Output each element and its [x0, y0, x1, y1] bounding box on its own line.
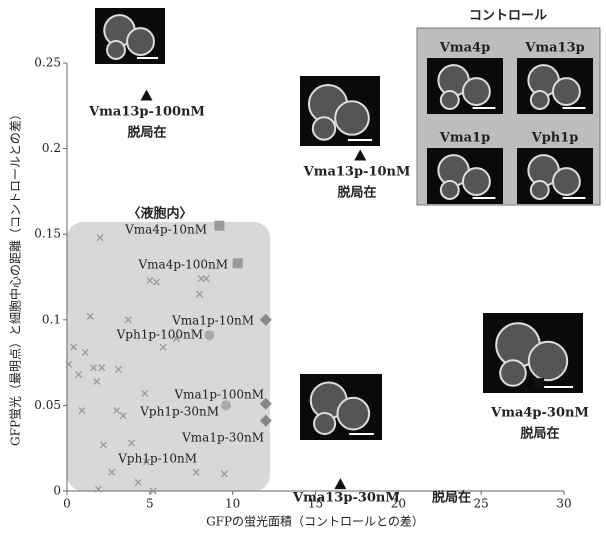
y-axis-label: GFP蛍光（最明点）と細胞中心の距離（コントロールとの差）	[8, 108, 23, 446]
point	[214, 221, 224, 231]
cell	[441, 181, 459, 199]
point-note: 脱局在	[337, 185, 376, 201]
cell	[314, 413, 335, 434]
cell	[531, 181, 549, 199]
point-label: Vma13p-30nM	[292, 491, 400, 506]
point	[233, 258, 243, 268]
point	[334, 478, 346, 489]
cell	[335, 101, 369, 135]
point-note: 脱局在	[520, 426, 559, 442]
point-label: Vph1p-100nM	[116, 328, 203, 342]
x-tick-label: 5	[146, 497, 154, 511]
x-tick-label: 10	[225, 497, 240, 511]
point	[204, 330, 214, 340]
cell	[553, 168, 580, 195]
y-tick-label: 0.1	[42, 312, 61, 326]
point	[141, 90, 153, 101]
point	[221, 400, 231, 410]
point-label: Vph1p-10nM	[117, 452, 197, 466]
x-tick-label: 0	[63, 497, 71, 511]
point-label: Vma1p-30nM	[181, 431, 264, 445]
x-axis-label: GFPの蛍光面積（コントロールとの差）	[206, 514, 424, 529]
y-tick-label: 0	[53, 484, 61, 498]
chart: 〈液胞内〉 GFPの蛍光面積（コントロールとの差） GFP蛍光（最明点）と細胞中…	[0, 0, 606, 534]
y-tick-label: 0.15	[34, 227, 61, 241]
cell	[463, 168, 490, 195]
point-label: Vma13p-100nM	[88, 105, 205, 120]
point-label: Vph1p-30nM	[139, 405, 219, 419]
point	[534, 378, 544, 388]
y-tick-label: 0.05	[34, 398, 61, 412]
point-note: 脱局在	[127, 125, 166, 141]
point-label: Vma1p-100nM	[174, 388, 265, 402]
point-note: 脱局在	[432, 490, 471, 506]
cell	[441, 91, 459, 109]
y-tick-label: 0.25	[34, 56, 61, 70]
control-label: Vma4p	[439, 41, 490, 56]
control-title: コントロール	[469, 9, 547, 24]
cell	[463, 78, 490, 105]
control-label: Vph1p	[531, 131, 579, 146]
cell	[337, 398, 369, 430]
point-label: Vma13p-10nM	[303, 165, 411, 180]
cell	[127, 28, 154, 55]
x-tick-label: 30	[556, 497, 571, 511]
cell	[531, 91, 549, 109]
point-label: Vma1p-10nM	[171, 314, 254, 328]
y-tick-label: 0.2	[42, 141, 61, 155]
x-tick-label: 25	[474, 497, 489, 511]
control-label: Vma13p	[524, 41, 584, 56]
cell	[313, 117, 335, 139]
point-label: Vma4p-10nM	[124, 223, 207, 237]
cell	[500, 360, 526, 386]
cell	[107, 41, 125, 59]
region-label: 〈液胞内〉	[127, 206, 192, 222]
point-label: Vma4p-100nM	[138, 258, 229, 272]
cell	[529, 342, 567, 380]
point-label: Vma4p-30nM	[490, 406, 589, 421]
cell	[553, 78, 580, 105]
control-label: Vma1p	[439, 131, 490, 146]
point	[354, 149, 366, 160]
